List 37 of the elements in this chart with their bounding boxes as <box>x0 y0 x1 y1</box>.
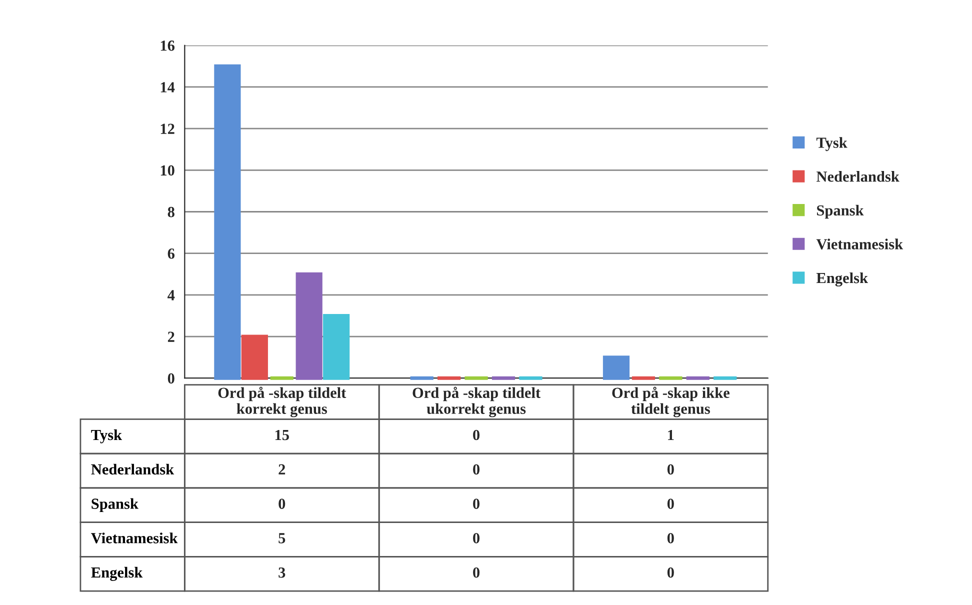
data-label: 2 <box>278 464 286 474</box>
legend-label: Nederlandsk <box>816 171 900 182</box>
text: Tysk <box>91 429 122 444</box>
data-label: 15 <box>275 430 289 440</box>
y-tick-label: 16 <box>160 40 175 51</box>
data-label: 0 <box>473 430 480 440</box>
legend-label: Vietnamesisk <box>816 238 904 250</box>
data-label: 0 <box>473 533 480 544</box>
data-label: 5 <box>278 533 286 544</box>
y-tick-label: 10 <box>160 165 174 176</box>
data-label: 0 <box>473 567 480 578</box>
y-tick-label: 2 <box>168 332 174 342</box>
data-label: 0 <box>667 464 674 475</box>
text: Vietnamesisk <box>91 532 178 544</box>
data-label: 3 <box>278 567 286 578</box>
y-tick-label: 4 <box>168 290 175 300</box>
data-label: 0 <box>667 498 674 509</box>
text: Spansk <box>92 498 138 512</box>
data-label: 0 <box>667 567 674 578</box>
legend-label: Tysk <box>816 137 848 152</box>
data-label: 0 <box>473 464 480 475</box>
legend-label: Spansk <box>817 204 864 219</box>
x-tick-label: Ord på -skap tildelt ukorrekt genus <box>412 386 541 418</box>
text: Engelsk <box>91 566 143 581</box>
y-tick-label: 14 <box>160 82 175 92</box>
y-tick-label: 6 <box>168 248 175 259</box>
y-tick-label: 12 <box>160 124 174 134</box>
data-label: 0 <box>278 498 286 509</box>
y-tick-label: 0 <box>168 373 174 384</box>
legend-label: Engelsk <box>816 272 868 286</box>
y-tick-label: 8 <box>168 206 174 218</box>
x-tick-label: Ord på -skap ikke tildelt genus <box>612 386 730 418</box>
text: Nederlandsk <box>91 464 174 475</box>
data-label: 0 <box>473 498 480 509</box>
data-label: 0 <box>667 533 674 544</box>
data-label: 1 <box>668 430 674 440</box>
x-tick-label: Ord på -skap tildelt korrekt genus <box>218 386 346 418</box>
